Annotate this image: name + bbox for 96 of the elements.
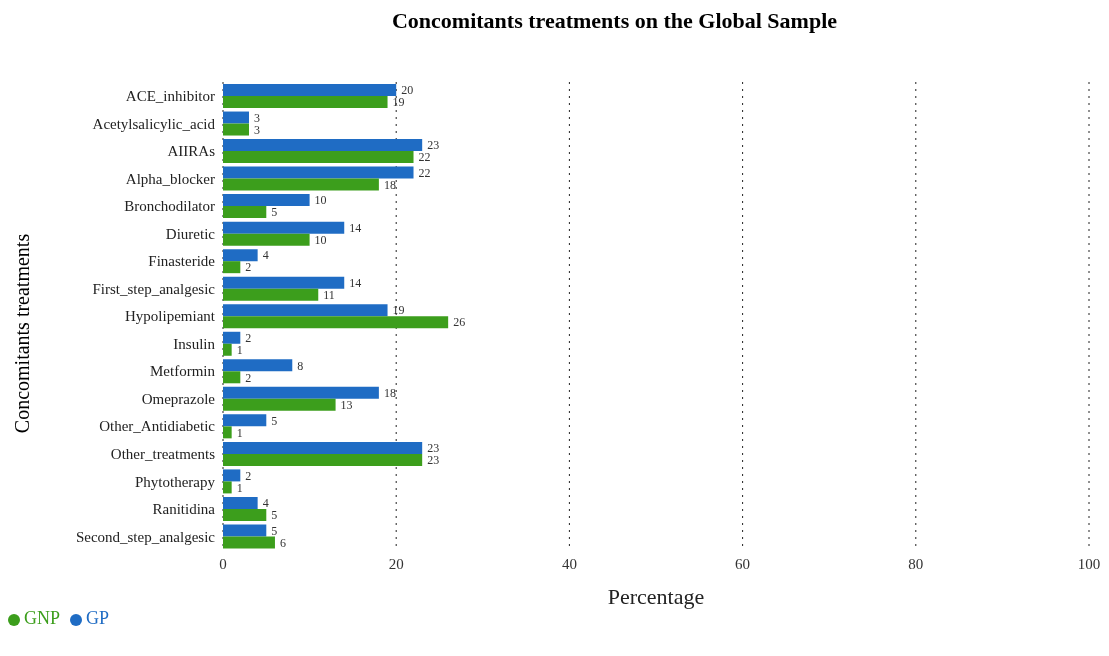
bar bbox=[223, 536, 275, 549]
data-label: 14 bbox=[349, 220, 362, 235]
data-label: 20 bbox=[401, 83, 414, 98]
chart-title: Concomitants treatments on the Global Sample bbox=[390, 8, 839, 34]
data-label: 2 bbox=[245, 331, 252, 346]
bar bbox=[223, 414, 267, 427]
x-tick-label: 40 bbox=[561, 555, 577, 572]
bar bbox=[223, 151, 414, 164]
y-tick-label: Omeprazole bbox=[141, 390, 216, 407]
data-label: 23 bbox=[427, 138, 440, 153]
bar bbox=[223, 453, 423, 466]
bar bbox=[223, 123, 249, 136]
data-label: 6 bbox=[279, 535, 286, 550]
y-tick-label: Acetylsalicylic_acid bbox=[92, 115, 216, 132]
bar bbox=[223, 398, 336, 411]
data-label: 4 bbox=[262, 496, 269, 511]
y-tick-label: Other_treatments bbox=[110, 445, 216, 462]
x-tick-label: 20 bbox=[388, 555, 404, 572]
y-tick-label: Metformin bbox=[150, 363, 216, 380]
bar bbox=[223, 441, 423, 454]
data-label: 19 bbox=[392, 95, 405, 110]
bar bbox=[223, 496, 258, 509]
bar bbox=[223, 139, 423, 152]
bar bbox=[223, 343, 232, 356]
x-tick-label: 80 bbox=[908, 555, 924, 572]
x-tick-label: 100 bbox=[1077, 555, 1101, 572]
data-label: 23 bbox=[427, 453, 440, 468]
data-label: 2 bbox=[245, 370, 252, 385]
bar bbox=[223, 233, 310, 246]
bar bbox=[223, 331, 241, 344]
bar bbox=[223, 524, 267, 537]
legend-label: GP bbox=[86, 608, 110, 628]
legend-label: GNP bbox=[24, 608, 61, 628]
data-label: 11 bbox=[323, 287, 335, 302]
bar bbox=[223, 371, 241, 384]
data-label: 26 bbox=[453, 315, 466, 330]
data-label: 1 bbox=[236, 480, 243, 495]
data-label: 1 bbox=[236, 343, 243, 358]
y-tick-label: Alpha_blocker bbox=[125, 170, 215, 187]
data-label: 8 bbox=[297, 358, 304, 373]
data-label: 5 bbox=[271, 523, 278, 538]
y-tick-label: Phytotherapy bbox=[135, 473, 216, 490]
y-tick-label: Second_step_analgesic bbox=[75, 528, 216, 545]
y-tick-label: Finasteride bbox=[148, 253, 216, 270]
y-tick-label: AIIRAs bbox=[167, 143, 216, 160]
data-label: 2 bbox=[245, 468, 252, 483]
y-tick-label: Ranitidina bbox=[152, 501, 216, 518]
data-label: 10 bbox=[314, 193, 327, 208]
bar bbox=[223, 316, 449, 329]
bar bbox=[223, 426, 232, 439]
data-label: 5 bbox=[271, 508, 278, 523]
y-tick-label: Diuretic bbox=[165, 225, 216, 242]
data-label: 14 bbox=[349, 275, 362, 290]
data-label: 1 bbox=[236, 425, 243, 440]
x-tick-label: 0 bbox=[219, 555, 227, 572]
bar bbox=[223, 178, 379, 191]
bar bbox=[223, 194, 310, 207]
bar bbox=[223, 206, 267, 219]
data-label: 3 bbox=[253, 110, 260, 125]
data-label: 19 bbox=[392, 303, 405, 318]
bar bbox=[223, 249, 258, 262]
bar bbox=[223, 288, 319, 301]
data-label: 10 bbox=[314, 232, 327, 247]
data-label: 23 bbox=[427, 441, 440, 456]
bar bbox=[223, 386, 379, 399]
bar bbox=[223, 166, 414, 179]
bar bbox=[223, 276, 345, 289]
data-label: 5 bbox=[271, 205, 278, 220]
bar bbox=[223, 111, 249, 124]
x-tick-label: 60 bbox=[735, 555, 751, 572]
y-tick-label: ACE_inhibitor bbox=[125, 88, 215, 105]
data-label: 5 bbox=[271, 413, 278, 428]
bar bbox=[223, 469, 241, 482]
y-tick-label: Bronchodilator bbox=[124, 198, 215, 215]
bar bbox=[223, 261, 241, 274]
data-label: 3 bbox=[253, 122, 260, 137]
data-label: 22 bbox=[418, 150, 431, 165]
bar bbox=[223, 221, 345, 234]
data-label: 2 bbox=[245, 260, 252, 275]
data-label: 4 bbox=[262, 248, 269, 263]
y-axis-title: Concomitants treatments bbox=[11, 233, 35, 433]
y-tick-label: Insulin bbox=[173, 335, 216, 352]
bar bbox=[223, 96, 388, 108]
bar bbox=[223, 359, 293, 372]
bar bbox=[223, 304, 388, 317]
data-label: 13 bbox=[340, 398, 353, 413]
data-label: 18 bbox=[383, 386, 396, 401]
bar bbox=[223, 481, 232, 494]
bar bbox=[223, 508, 267, 521]
y-tick-label: Hypolipemiant bbox=[125, 308, 216, 325]
bar bbox=[223, 84, 397, 96]
x-axis-title: Percentage bbox=[607, 584, 705, 609]
data-label: 18 bbox=[383, 177, 396, 192]
y-tick-label: Other_Antidiabetic bbox=[99, 418, 216, 435]
y-tick-label: First_step_analgesic bbox=[92, 280, 216, 297]
data-label: 22 bbox=[418, 165, 431, 180]
